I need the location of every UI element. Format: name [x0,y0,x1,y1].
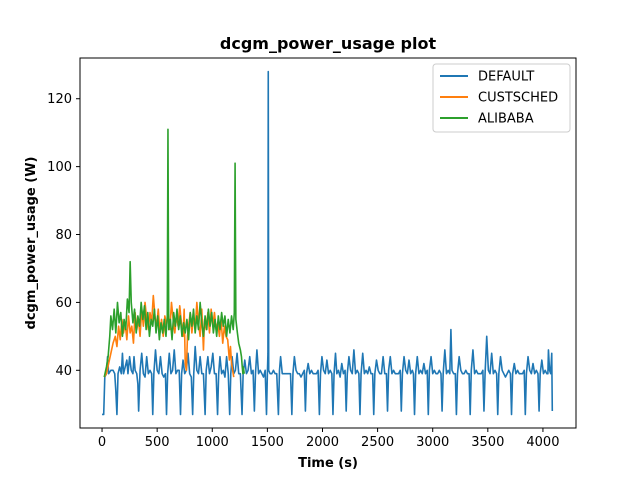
x-tick-label: 4000 [526,435,559,450]
legend-label-custsched: CUSTSCHED [478,91,558,106]
y-tick-label: 120 [47,92,72,107]
y-axis-label: dcgm_power_usage (W) [24,157,39,330]
x-axis-ticks: 0 500 1000 1500 2000 2500 3000 3500 4000 [98,428,559,450]
y-tick-label: 80 [55,228,72,243]
x-tick-label: 1000 [196,435,229,450]
series-line-alibaba [103,128,246,378]
legend-box [432,63,571,133]
y-tick-label: 60 [55,296,72,311]
y-axis-ticks: 40 60 80 100 120 [47,92,80,379]
x-tick-label: 0 [98,435,106,450]
x-tick-label: 3000 [416,435,449,450]
x-tick-label: 2000 [306,435,339,450]
legend: DEFAULT CUSTSCHED ALIBABA [432,63,571,133]
series-layer [102,70,554,416]
x-tick-label: 1500 [251,435,284,450]
legend-label-alibaba: ALIBABA [478,112,534,127]
x-tick-label: 2500 [361,435,394,450]
plot-frame [79,57,577,429]
chart-title: dcgm_power_usage plot [220,34,437,53]
y-tick-label: 40 [55,364,72,379]
series-line-default [102,70,554,416]
x-tick-label: 3500 [471,435,504,450]
x-axis-label: Time (s) [298,456,358,471]
legend-label-default: DEFAULT [478,70,534,85]
y-tick-label: 100 [47,160,72,175]
x-tick-label: 500 [145,435,170,450]
